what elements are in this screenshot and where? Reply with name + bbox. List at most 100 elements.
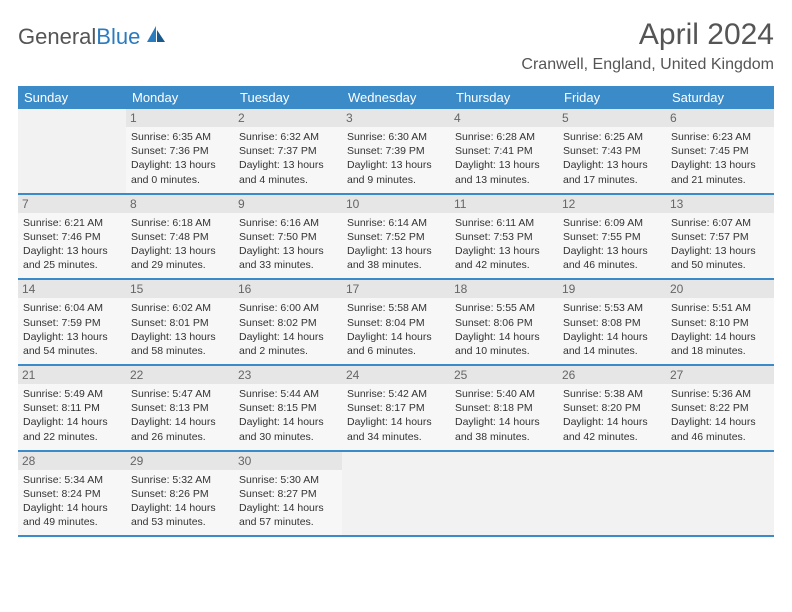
dl2-text: and 10 minutes. [455,344,553,358]
sunrise-text: Sunrise: 6:16 AM [239,216,337,230]
sunrise-text: Sunrise: 5:32 AM [131,473,229,487]
sunrise-text: Sunrise: 6:21 AM [23,216,121,230]
location: Cranwell, England, United Kingdom [521,56,774,74]
calendar-cell: 8Sunrise: 6:18 AMSunset: 7:48 PMDaylight… [126,195,234,279]
day-number: 28 [18,452,126,470]
dl1-text: Daylight: 13 hours [563,158,661,172]
dl2-text: and 49 minutes. [23,515,121,529]
sunset-text: Sunset: 7:46 PM [23,230,121,244]
dl1-text: Daylight: 13 hours [23,330,121,344]
dl1-text: Daylight: 14 hours [347,330,445,344]
sunset-text: Sunset: 8:17 PM [347,401,445,415]
day-header: Tuesday [234,86,342,109]
logo-text-1: General [18,24,96,50]
day-number: 25 [450,366,558,384]
dl2-text: and 42 minutes. [563,430,661,444]
calendar-cell: 5Sunrise: 6:25 AMSunset: 7:43 PMDaylight… [558,109,666,193]
header: GeneralBlue April 2024 Cranwell, England… [18,18,774,74]
dl2-text: and 33 minutes. [239,258,337,272]
week-row: 14Sunrise: 6:04 AMSunset: 7:59 PMDayligh… [18,280,774,366]
day-number: 19 [558,280,666,298]
day-number: 27 [666,366,774,384]
sunset-text: Sunset: 7:48 PM [131,230,229,244]
day-number: 26 [558,366,666,384]
sunrise-text: Sunrise: 5:36 AM [671,387,769,401]
dl2-text: and 38 minutes. [455,430,553,444]
dl1-text: Daylight: 14 hours [239,501,337,515]
day-header: Wednesday [342,86,450,109]
day-number: 23 [234,366,342,384]
day-number: 17 [342,280,450,298]
day-number: 15 [126,280,234,298]
dl2-text: and 17 minutes. [563,173,661,187]
sunrise-text: Sunrise: 6:07 AM [671,216,769,230]
dl1-text: Daylight: 13 hours [563,244,661,258]
calendar-cell: 18Sunrise: 5:55 AMSunset: 8:06 PMDayligh… [450,280,558,364]
calendar-cell: 2Sunrise: 6:32 AMSunset: 7:37 PMDaylight… [234,109,342,193]
dl2-text: and 6 minutes. [347,344,445,358]
day-number: 12 [558,195,666,213]
dl2-text: and 34 minutes. [347,430,445,444]
calendar-cell [558,452,666,536]
calendar-cell: 14Sunrise: 6:04 AMSunset: 7:59 PMDayligh… [18,280,126,364]
dl1-text: Daylight: 14 hours [131,501,229,515]
dl2-text: and 46 minutes. [563,258,661,272]
calendar-cell: 12Sunrise: 6:09 AMSunset: 7:55 PMDayligh… [558,195,666,279]
calendar-cell: 17Sunrise: 5:58 AMSunset: 8:04 PMDayligh… [342,280,450,364]
day-number: 22 [126,366,234,384]
day-number: 10 [342,195,450,213]
day-number: 13 [666,195,774,213]
dl2-text: and 58 minutes. [131,344,229,358]
sunrise-text: Sunrise: 5:58 AM [347,301,445,315]
sunset-text: Sunset: 7:53 PM [455,230,553,244]
sunrise-text: Sunrise: 6:28 AM [455,130,553,144]
sunrise-text: Sunrise: 6:00 AM [239,301,337,315]
calendar-cell: 9Sunrise: 6:16 AMSunset: 7:50 PMDaylight… [234,195,342,279]
sunset-text: Sunset: 7:36 PM [131,144,229,158]
day-number: 5 [558,109,666,127]
dl1-text: Daylight: 13 hours [347,244,445,258]
day-number: 18 [450,280,558,298]
dl1-text: Daylight: 13 hours [347,158,445,172]
sunrise-text: Sunrise: 5:42 AM [347,387,445,401]
dl2-text: and 29 minutes. [131,258,229,272]
sunrise-text: Sunrise: 6:32 AM [239,130,337,144]
dl1-text: Daylight: 13 hours [671,244,769,258]
calendar-cell: 11Sunrise: 6:11 AMSunset: 7:53 PMDayligh… [450,195,558,279]
day-header: Friday [558,86,666,109]
calendar-cell: 19Sunrise: 5:53 AMSunset: 8:08 PMDayligh… [558,280,666,364]
sunset-text: Sunset: 8:20 PM [563,401,661,415]
sunset-text: Sunset: 8:08 PM [563,316,661,330]
calendar-cell: 21Sunrise: 5:49 AMSunset: 8:11 PMDayligh… [18,366,126,450]
weeks-container: 1Sunrise: 6:35 AMSunset: 7:36 PMDaylight… [18,109,774,537]
dl1-text: Daylight: 14 hours [131,415,229,429]
dl1-text: Daylight: 14 hours [563,330,661,344]
sunset-text: Sunset: 7:45 PM [671,144,769,158]
sunrise-text: Sunrise: 6:11 AM [455,216,553,230]
sunset-text: Sunset: 8:27 PM [239,487,337,501]
dl2-text: and 46 minutes. [671,430,769,444]
dl1-text: Daylight: 14 hours [455,330,553,344]
dl1-text: Daylight: 13 hours [239,244,337,258]
dl2-text: and 42 minutes. [455,258,553,272]
sunset-text: Sunset: 7:50 PM [239,230,337,244]
day-number: 2 [234,109,342,127]
dl2-text: and 50 minutes. [671,258,769,272]
sunrise-text: Sunrise: 6:18 AM [131,216,229,230]
dl1-text: Daylight: 14 hours [23,415,121,429]
dl2-text: and 13 minutes. [455,173,553,187]
calendar-cell: 15Sunrise: 6:02 AMSunset: 8:01 PMDayligh… [126,280,234,364]
dl1-text: Daylight: 13 hours [239,158,337,172]
day-header-row: Sunday Monday Tuesday Wednesday Thursday… [18,86,774,109]
title-block: April 2024 Cranwell, England, United Kin… [521,18,774,74]
day-number: 21 [18,366,126,384]
sunrise-text: Sunrise: 6:02 AM [131,301,229,315]
calendar-cell [450,452,558,536]
sunrise-text: Sunrise: 5:38 AM [563,387,661,401]
dl2-text: and 53 minutes. [131,515,229,529]
dl2-text: and 54 minutes. [23,344,121,358]
sunset-text: Sunset: 7:39 PM [347,144,445,158]
dl2-text: and 0 minutes. [131,173,229,187]
week-row: 28Sunrise: 5:34 AMSunset: 8:24 PMDayligh… [18,452,774,538]
month-title: April 2024 [521,18,774,52]
